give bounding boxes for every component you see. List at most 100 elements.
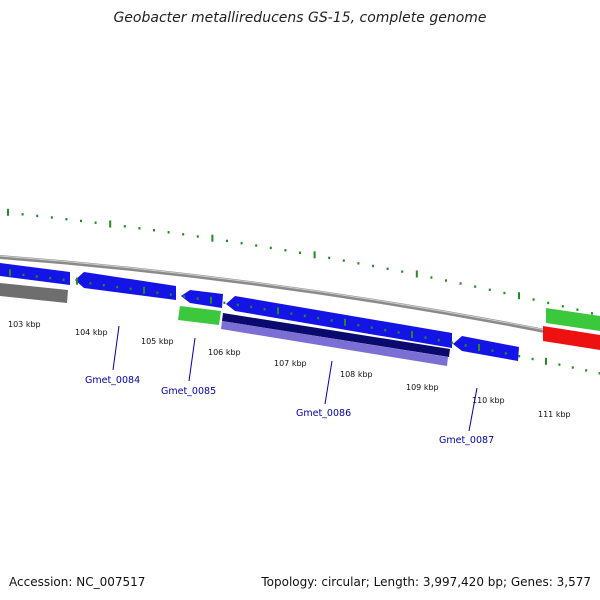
accession-text: Accession: NC_007517	[9, 575, 146, 589]
ruler-minor-tick	[250, 305, 253, 309]
outer-minor-tick	[299, 251, 301, 254]
ruler-minor-tick	[303, 314, 306, 318]
ruler-minor-tick	[156, 291, 159, 294]
ruler-minor-tick	[290, 312, 293, 315]
dark-blue-feature-gmet-0086	[222, 313, 450, 357]
ruler-label: 103 kbp	[8, 320, 41, 329]
ruler-minor-tick	[585, 369, 588, 372]
gene-arrow-left-edge	[0, 263, 70, 285]
outer-minor-tick	[372, 264, 374, 268]
ruler-minor-tick	[102, 284, 105, 287]
outer-minor-tick	[21, 213, 24, 216]
purple-feature-gmet-0086	[221, 321, 448, 366]
genome-backbone	[0, 255, 600, 344]
outer-minor-tick	[547, 301, 550, 305]
genome-backbone-highlight	[0, 255, 600, 342]
ruler-major-tick	[411, 331, 413, 338]
outer-tick-row	[7, 208, 593, 315]
ruler-labels: 103 kbp 104 kbp 105 kbp 106 kbp 107 kbp …	[8, 320, 571, 419]
ruler-major-tick	[76, 277, 78, 285]
outer-minor-tick	[226, 239, 228, 243]
ruler-minor-tick	[518, 355, 521, 358]
leader-gmet-0084	[112, 325, 120, 371]
ruler-label: 106 kbp	[208, 348, 241, 357]
outer-minor-tick	[240, 242, 243, 245]
outer-minor-tick	[576, 308, 579, 311]
ruler-label: 107 kbp	[274, 359, 307, 368]
outer-minor-tick	[167, 231, 170, 234]
ruler-minor-tick	[129, 287, 132, 291]
outer-major-tick	[7, 208, 9, 216]
ruler-minor-tick	[330, 319, 333, 322]
ruler-minor-tick	[424, 336, 427, 339]
gene-label-gmet-0087: Gmet_0087	[439, 435, 494, 446]
outer-minor-tick	[50, 216, 53, 219]
ruler-minor-tick	[397, 331, 400, 334]
outer-minor-tick	[532, 298, 535, 301]
outer-minor-tick	[80, 219, 82, 223]
outer-minor-tick	[430, 276, 433, 279]
ruler-minor-tick	[558, 363, 561, 366]
outer-minor-tick	[269, 246, 272, 250]
gene-arrow-gmet-0085-region	[181, 290, 223, 308]
ruler-minor-tick	[464, 344, 467, 347]
gene-label-gmet-0084: Gmet_0084	[85, 375, 140, 386]
ruler-label: 108 kbp	[340, 370, 373, 379]
ruler-major-tick	[478, 344, 480, 351]
outer-minor-tick	[182, 233, 185, 236]
outer-major-tick	[211, 234, 214, 242]
outer-minor-tick	[153, 229, 155, 232]
ruler-minor-tick	[223, 301, 226, 304]
gene-arrow-gmet-0086	[226, 296, 452, 348]
gene-label-gmet-0086: Gmet_0086	[296, 408, 351, 419]
outer-minor-tick	[196, 235, 199, 238]
ruler-minor-tick	[451, 341, 454, 344]
ruler-minor-tick	[317, 317, 320, 320]
outer-minor-tick	[386, 267, 389, 270]
outer-minor-tick	[503, 291, 506, 295]
red-feature-right	[543, 326, 600, 350]
ruler-major-tick	[210, 296, 212, 304]
gene-label-gmet-0085: Gmet_0085	[161, 386, 216, 397]
green-feature-right-top	[546, 308, 600, 331]
outer-minor-tick	[328, 256, 331, 260]
ruler-minor-tick	[116, 285, 119, 289]
ruler-minor-tick	[384, 328, 387, 332]
ruler-minor-tick	[22, 273, 25, 276]
leader-gmet-0085	[188, 337, 196, 382]
outer-minor-tick	[445, 279, 447, 282]
ruler-minor-tick	[571, 366, 574, 369]
ruler-label: 109 kbp	[406, 383, 439, 392]
ruler-minor-tick	[236, 303, 239, 307]
ruler-major-tick	[277, 307, 279, 315]
ruler-minor-tick	[263, 308, 266, 311]
outer-minor-tick	[342, 259, 345, 262]
ruler-tick-row	[9, 269, 600, 375]
outer-minor-tick	[138, 227, 141, 230]
outer-minor-tick	[123, 225, 126, 228]
outer-minor-tick	[255, 244, 258, 247]
outer-major-tick	[313, 251, 316, 259]
outer-minor-tick	[94, 221, 97, 224]
ruler-minor-tick	[196, 297, 199, 300]
ruler-label: 104 kbp	[75, 328, 108, 337]
green-feature-gmet-0085	[178, 306, 221, 325]
ruler-minor-tick	[370, 326, 373, 329]
outer-minor-tick	[474, 285, 477, 288]
ruler-label: 111 kbp	[538, 410, 571, 419]
ruler-minor-tick	[504, 352, 507, 355]
ruler-minor-tick	[183, 295, 186, 298]
ruler-minor-tick	[437, 338, 440, 342]
outer-major-tick	[518, 292, 520, 300]
ruler-minor-tick	[357, 324, 360, 327]
ruler-minor-tick	[89, 282, 92, 285]
leader-gmet-0086	[324, 360, 333, 405]
gene-arrow-gmet-0084	[75, 272, 176, 300]
ruler-label: 110 kbp	[472, 396, 505, 405]
outer-minor-tick	[357, 262, 360, 265]
genome-summary-text: Topology: circular; Length: 3,997,420 bp…	[261, 575, 591, 589]
ruler-major-tick	[143, 286, 145, 294]
ruler-minor-tick	[62, 278, 65, 281]
ruler-minor-tick	[169, 293, 172, 296]
